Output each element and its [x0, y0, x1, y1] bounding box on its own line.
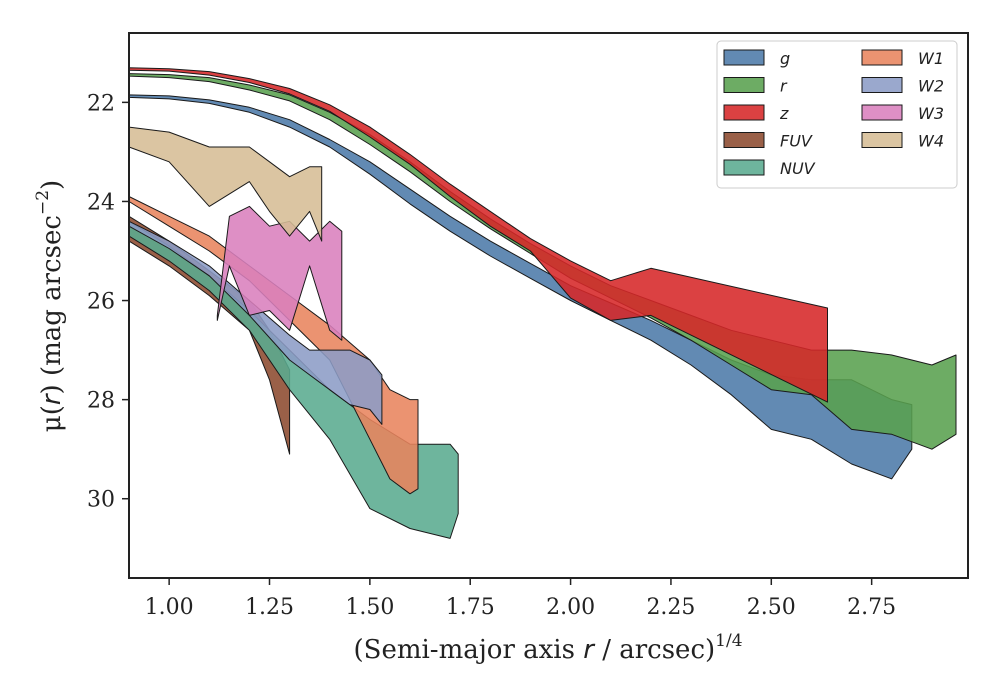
legend-swatch-w3 [861, 104, 903, 121]
x-tick-label: 1.00 [145, 595, 194, 620]
y-axis-title-exp: −2 [33, 190, 53, 215]
plot-frame [128, 32, 969, 579]
series-z-band [128, 67, 828, 403]
y-axis-title: μ(r) (mag arcsec−2) [33, 180, 67, 432]
legend-label-fuv: FUV [780, 132, 813, 151]
y-axis: 22 24 26 28 30 [87, 91, 129, 513]
legend-label-w1: W1 [918, 49, 944, 68]
x-axis-title-main: (Semi-major axis [353, 635, 583, 665]
legend-swatch-nuv [723, 159, 765, 176]
legend-swatch-g [723, 49, 765, 66]
legend-swatch-w2 [861, 77, 903, 93]
y-axis-title-var: r [37, 392, 67, 405]
x-tick-label: 1.25 [245, 595, 294, 620]
legend-swatch-r [723, 77, 765, 93]
legend-swatch-fuv [723, 132, 765, 148]
series-g-band [128, 94, 913, 480]
x-axis-title-var: r [583, 635, 596, 665]
y-tick-label: 22 [87, 91, 115, 116]
legend-swatch-z [723, 104, 765, 121]
x-axis-title: (Semi-major axis r / arcsec)1/4 [353, 631, 742, 665]
legend-label-g: g [780, 49, 790, 68]
x-axis: 1.00 1.25 1.50 1.75 2.00 2.25 2.50 2.75 [145, 578, 896, 620]
legend-label-w2: W2 [918, 77, 944, 96]
x-tick-label: 1.50 [345, 595, 394, 620]
y-tick-label: 30 [87, 488, 115, 513]
x-tick-label: 1.75 [446, 595, 495, 620]
series-areas [128, 67, 957, 539]
legend-label-nuv: NUV [780, 159, 816, 178]
legend-label-z: z [779, 104, 789, 123]
y-axis-title-close: ) [37, 180, 67, 190]
x-tick-label: 2.25 [646, 595, 695, 620]
y-tick-label: 26 [87, 290, 115, 315]
x-tick-label: 2.50 [747, 595, 796, 620]
y-tick-label: 24 [87, 190, 115, 215]
x-axis-title-exp: 1/4 [715, 631, 742, 651]
series-w3-band [216, 205, 343, 341]
y-tick-label: 28 [87, 389, 115, 414]
legend: grz FUV NUV W1 W2 W3 W4 [716, 40, 958, 189]
legend-swatch-w1 [861, 49, 903, 66]
y-axis-title-tail: ) (mag arcsec [37, 215, 67, 394]
legend-swatch-w4 [861, 132, 903, 148]
series-w4-band [128, 126, 323, 242]
legend-label-w4: W4 [918, 132, 944, 151]
y-axis-title-main: μ( [37, 405, 67, 432]
legend-label-r: r [780, 77, 788, 96]
x-tick-label: 2.00 [546, 595, 595, 620]
legend-label-w3: W3 [918, 104, 944, 123]
x-tick-label: 2.75 [847, 595, 896, 620]
x-axis-title-tail: / arcsec) [594, 635, 715, 665]
